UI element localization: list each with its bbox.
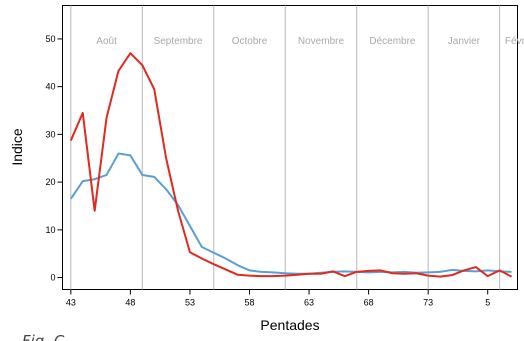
y-tick-label: 50 xyxy=(45,34,55,44)
series-lines xyxy=(69,52,513,278)
x-tick-label: 5 xyxy=(485,298,490,308)
month-label: Août xyxy=(96,36,117,47)
x-tick-label: 58 xyxy=(244,298,254,308)
month-label: Septembre xyxy=(154,36,203,47)
month-label: Janvier xyxy=(448,36,481,47)
month-label: Février xyxy=(505,36,524,47)
y-tick-label: 0 xyxy=(50,273,55,283)
month-label: Novembre xyxy=(298,36,345,47)
month-label: Décembre xyxy=(369,36,416,47)
series-line-1 xyxy=(70,152,512,275)
month-separators xyxy=(70,5,501,290)
figure-caption: Fig. C xyxy=(22,332,65,341)
y-tick-label: 20 xyxy=(45,177,55,187)
x-axis-title: Pentades xyxy=(260,317,319,333)
month-label: Octobre xyxy=(232,36,268,47)
series-line-2 xyxy=(69,52,513,278)
x-tick-label: 73 xyxy=(423,298,433,308)
x-axis-ticks: 43485358636873510 xyxy=(66,289,490,308)
y-axis-ticks: 0 10 20 30 40 50 xyxy=(45,34,63,283)
y-tick-label: 40 xyxy=(45,82,55,92)
x-tick-label: 53 xyxy=(185,298,195,308)
y-tick-label: 10 xyxy=(45,225,55,235)
x-tick-label: 48 xyxy=(125,298,135,308)
x-tick-label: 43 xyxy=(66,298,76,308)
x-tick-label: 68 xyxy=(364,298,374,308)
x-tick-label: 63 xyxy=(304,298,314,308)
month-labels: Août Septembre Octobre Novembre Décembre Janv… xyxy=(96,36,524,47)
plot-frame xyxy=(62,5,518,290)
y-axis-title: Indice xyxy=(9,128,25,166)
y-tick-label: 30 xyxy=(45,129,55,139)
